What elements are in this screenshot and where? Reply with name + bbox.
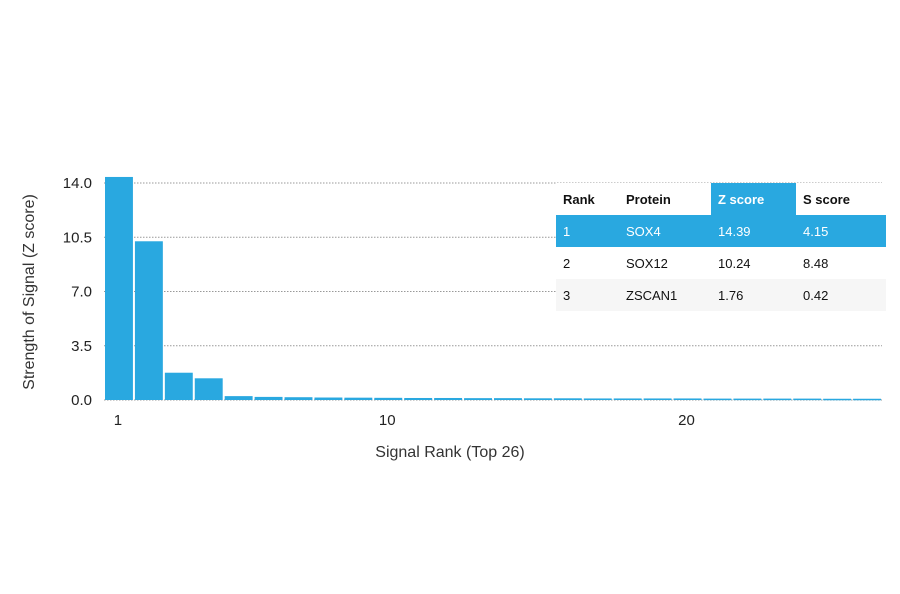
y-axis-title: Strength of Signal (Z score) (21, 194, 38, 390)
bar (434, 397, 463, 400)
bar (673, 398, 702, 400)
bar (523, 398, 552, 400)
table-cell: ZSCAN1 (626, 288, 677, 303)
bar (344, 397, 373, 400)
table-header-cell: S score (803, 192, 850, 207)
table-cell: 10.24 (718, 256, 751, 271)
table-cell: 1 (563, 224, 570, 239)
bar (374, 397, 403, 400)
bar (733, 398, 762, 401)
bar (134, 241, 163, 400)
row-stripe (556, 279, 886, 311)
row-highlight (556, 215, 886, 247)
bar (763, 398, 792, 401)
table-cell: 2 (563, 256, 570, 271)
y-tick-label: 10.5 (63, 229, 92, 246)
bar (224, 396, 253, 400)
x-tick-label: 1 (114, 412, 122, 429)
bar (703, 398, 732, 401)
x-tick-label: 20 (678, 412, 695, 429)
bar (105, 176, 133, 400)
x-tick-label: 10 (379, 412, 396, 429)
table-cell: 8.48 (803, 256, 828, 271)
bar (613, 398, 642, 400)
table-header-cell: Protein (626, 192, 671, 207)
table-cell: 1.76 (718, 288, 743, 303)
table-cell: 0.42 (803, 288, 828, 303)
bar (404, 397, 433, 400)
bar (823, 398, 852, 401)
y-tick-label: 0.0 (71, 392, 92, 409)
bar (494, 398, 522, 400)
bar (853, 398, 881, 401)
bar (464, 398, 492, 400)
bar (314, 397, 343, 400)
table-header-cell: Rank (563, 192, 596, 207)
bar (583, 398, 612, 400)
bars (105, 176, 881, 401)
table-header-cell: Z score (718, 192, 764, 207)
bar (284, 397, 313, 400)
table-cell: 4.15 (803, 224, 828, 239)
bar (643, 398, 672, 400)
table-cell: 3 (563, 288, 570, 303)
bar (254, 396, 283, 400)
y-tick-label: 3.5 (71, 338, 92, 355)
y-tick-label: 7.0 (71, 284, 92, 301)
header-highlight (711, 183, 796, 215)
table-cell: SOX12 (626, 256, 668, 271)
x-axis-ticks: 1 10 20 (114, 412, 695, 429)
bar (793, 398, 822, 401)
bar (553, 398, 582, 400)
x-axis-title: Signal Rank (Top 26) (375, 444, 524, 461)
bar (194, 378, 223, 400)
y-axis-ticks: 0.0 3.5 7.0 10.5 14.0 (63, 175, 92, 409)
table-cell: SOX4 (626, 224, 661, 239)
bar (164, 372, 193, 400)
protein-table: Rank Protein Z score S score 1 SOX4 14.39 4.15 2… (556, 183, 886, 311)
table-cell: 14.39 (718, 224, 751, 239)
y-tick-label: 14.0 (63, 175, 92, 192)
